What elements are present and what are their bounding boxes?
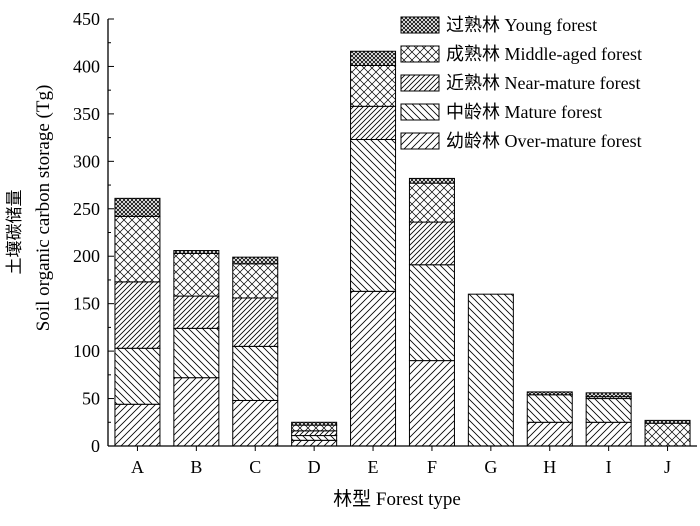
bar-segment-D-3 — [291, 430, 338, 437]
bar-segment-I-2 — [585, 398, 632, 423]
legend-swatch-4 — [400, 45, 440, 63]
bar-segment-I-1 — [585, 421, 632, 447]
bar-segment-F-2 — [408, 264, 455, 362]
x-tick-label: A — [131, 457, 144, 477]
bar-segment-F-4 — [408, 182, 455, 223]
y-tick-label: 250 — [73, 199, 100, 219]
bar-segment-E-1 — [350, 290, 397, 447]
bar-segment-E-2 — [350, 139, 397, 292]
x-tick-label: G — [484, 457, 497, 477]
legend-label: 成熟林 Middle-aged forest — [446, 44, 642, 64]
bar-segment-I-5 — [585, 392, 632, 398]
y-tick-label: 0 — [91, 436, 100, 456]
bar-segment-F-1 — [408, 360, 455, 447]
bar-segment-H-2 — [526, 394, 573, 423]
bar-segment-B-3 — [173, 295, 220, 329]
bar-segment-G-2 — [467, 293, 514, 447]
plot-area: A B C D E F G H I J 0 50 100 150 200 250 300 350 400 450 — [73, 9, 697, 477]
y-tick-label: 400 — [73, 56, 100, 76]
bar-segment-C-5 — [232, 256, 279, 265]
x-tick-label: C — [249, 457, 261, 477]
bar-segment-E-4 — [350, 64, 397, 107]
bar-segment-F-3 — [408, 221, 455, 266]
bar-segment-A-1 — [114, 403, 161, 447]
y-tick-label: 50 — [82, 389, 100, 409]
bar-segment-B-2 — [173, 327, 220, 379]
bar-segment-F-5 — [408, 177, 455, 184]
legend-label: 过熟林 Young forest — [446, 15, 597, 35]
bar-segment-J-4 — [644, 422, 691, 447]
bar-segment-C-4 — [232, 263, 279, 299]
y-tick-label: 450 — [73, 9, 100, 29]
y-tick-label: 150 — [73, 294, 100, 314]
x-axis-title: 林型 Forest type — [333, 488, 461, 510]
bar-segment-B-4 — [173, 252, 220, 297]
legend-swatch-1 — [400, 132, 440, 150]
legend: 过熟林 Young forest 成熟林 Middle-aged forest 近熟… — [400, 15, 642, 151]
bar-segment-D-4 — [291, 424, 338, 432]
y-tick-label: 300 — [73, 151, 100, 171]
bar-segment-C-3 — [232, 297, 279, 347]
y-axis-title: Soil organic carbon storage (Tg) — [33, 85, 54, 332]
bar-segment-D-2 — [291, 435, 338, 441]
x-tick-label: I — [606, 457, 612, 477]
legend-label: 中龄林 Mature forest — [446, 102, 602, 122]
x-tick-label: J — [664, 457, 671, 477]
y-tick-label: 200 — [73, 246, 100, 266]
x-tick-label: D — [308, 457, 321, 477]
bar-segment-J-5 — [644, 419, 691, 424]
y-tick-label: 100 — [73, 341, 100, 361]
x-tick-label: H — [543, 457, 556, 477]
y-axis-title-chinese: 土壤碳储量 — [4, 190, 24, 275]
legend-label: 近熟林 Near-mature forest — [446, 73, 641, 93]
x-tick-label: B — [190, 457, 202, 477]
legend-label: 幼龄林 Over-mature forest — [446, 131, 642, 151]
bar-segment-D-5 — [291, 421, 338, 426]
bar-segment-A-2 — [114, 347, 161, 405]
bar-segment-C-1 — [232, 399, 279, 447]
bar-segment-A-5 — [114, 197, 161, 217]
x-tick-label: E — [368, 457, 379, 477]
legend-swatch-5 — [400, 16, 440, 34]
bar-segment-H-5 — [526, 391, 573, 396]
bar-segment-H-1 — [526, 421, 573, 447]
y-tick-label: 350 — [73, 104, 100, 124]
bar-segment-E-3 — [350, 105, 397, 141]
bar-segment-E-5 — [350, 50, 397, 66]
legend-swatch-2 — [400, 103, 440, 121]
bar-segment-A-4 — [114, 215, 161, 283]
x-tick-label: F — [427, 457, 437, 477]
bar-segment-D-1 — [291, 439, 338, 447]
bar-segment-B-5 — [173, 250, 220, 254]
bar-segment-A-3 — [114, 281, 161, 349]
bar-segment-C-2 — [232, 345, 279, 401]
legend-swatch-3 — [400, 74, 440, 92]
bar-segment-B-1 — [173, 377, 220, 447]
